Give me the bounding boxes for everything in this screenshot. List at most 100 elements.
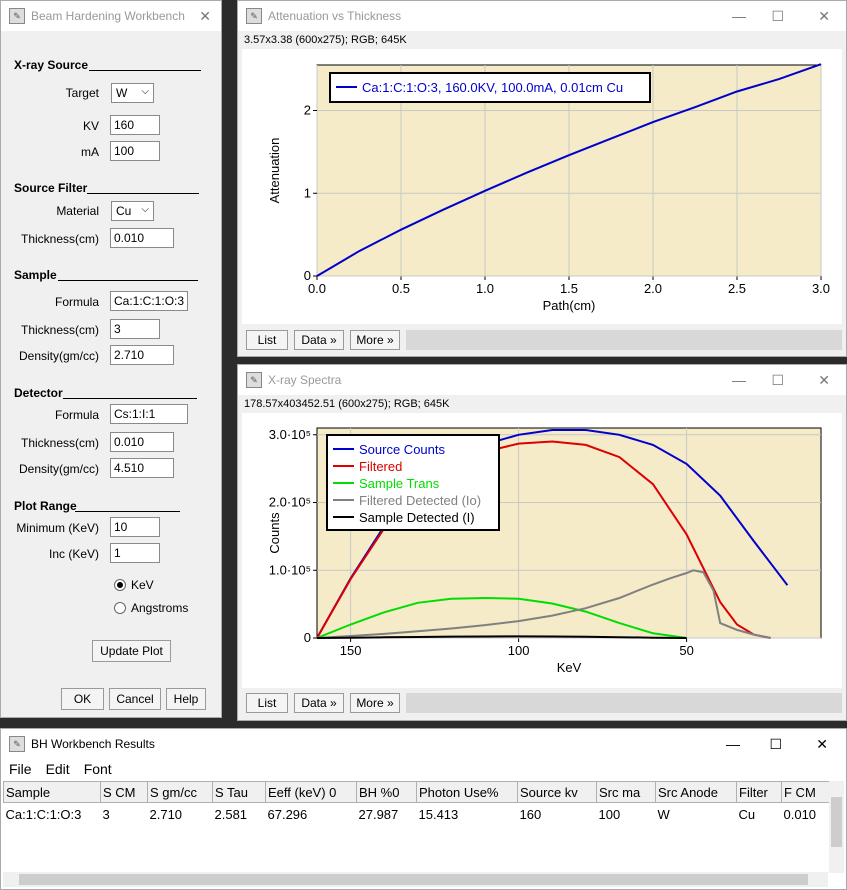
column-header[interactable]: BH %0 (356, 781, 417, 803)
maximize-icon[interactable]: ☐ (769, 736, 782, 752)
table-row[interactable]: Ca:1:C:1:O:3 3 2.710 2.581 67.296 27.987… (3, 802, 835, 825)
sample-heading: Sample (14, 268, 57, 282)
column-header[interactable]: F CM (781, 781, 835, 803)
results-titlebar[interactable]: ✎ BH Workbench Results — ☐ ✕ (1, 729, 846, 759)
maximize-icon[interactable]: ☐ (771, 8, 784, 24)
update-plot-button[interactable]: Update Plot (92, 640, 171, 662)
menu-font[interactable]: Font (83, 761, 112, 777)
x-tick-label: 0.0 (308, 281, 326, 296)
series-line-4 (316, 635, 687, 639)
x-tick-label: 50 (679, 643, 693, 658)
close-icon[interactable]: ✕ (199, 8, 211, 24)
filter-thickness-input[interactable]: 0.010 (110, 228, 174, 248)
target-label: Target (65, 86, 99, 100)
column-header[interactable]: Src ma (596, 781, 656, 803)
chevron-down-icon: ⌵ (141, 86, 149, 97)
y-tick-label: 1 (304, 185, 311, 200)
spectra-button-bar: List Data » More » (242, 690, 842, 716)
column-header[interactable]: Eeff (keV) 0 (265, 781, 357, 803)
x-tick-label: 100 (508, 643, 530, 658)
radio-kev[interactable]: KeV (114, 578, 154, 592)
scroll-thumb[interactable] (19, 874, 808, 885)
x-tick-label: 3.0 (812, 281, 830, 296)
x-axis-label: KeV (557, 660, 582, 675)
attenuation-titlebar[interactable]: ✎ Attenuation vs Thickness — ☐ ✕ (238, 1, 846, 31)
sample-formula-input[interactable]: Ca:1:C:1:O:3 (110, 291, 188, 311)
legend-label: Sample Trans (359, 476, 440, 491)
x-tick-label: 2.5 (728, 281, 746, 296)
list-button[interactable]: List (246, 693, 288, 713)
data-button[interactable]: Data » (294, 330, 344, 350)
chevron-down-icon: ⌵ (141, 204, 149, 215)
workbench-titlebar[interactable]: ✎ Beam Hardening Workbench ✕ (1, 1, 221, 31)
y-tick-label: 2 (304, 103, 311, 118)
app-icon: ✎ (246, 8, 262, 24)
menu-bar: File Edit Font (9, 761, 126, 777)
help-button[interactable]: Help (166, 688, 206, 710)
detector-density-input[interactable]: 4.510 (110, 458, 174, 478)
x-tick-label: 1.5 (560, 281, 578, 296)
column-header[interactable]: Sample (3, 781, 101, 803)
minimize-icon[interactable]: — (726, 736, 740, 752)
sample-formula-label: Formula (54, 295, 99, 309)
menu-edit[interactable]: Edit (45, 761, 70, 777)
target-select[interactable]: W ⌵ (111, 83, 154, 103)
column-header[interactable]: S gm/cc (147, 781, 213, 803)
filter-thickness-label: Thickness(cm) (20, 232, 99, 246)
results-window: ✎ BH Workbench Results — ☐ ✕ File Edit F… (0, 728, 847, 890)
list-button[interactable]: List (246, 330, 288, 350)
plot-range-heading: Plot Range (14, 499, 77, 513)
legend-label: Filtered (359, 459, 402, 474)
cancel-button[interactable]: Cancel (109, 688, 161, 710)
radio-angstroms[interactable]: Angstroms (114, 601, 188, 615)
sample-density-input[interactable]: 2.710 (110, 345, 174, 365)
column-header[interactable]: Photon Use% (416, 781, 518, 803)
close-icon[interactable]: ✕ (818, 372, 830, 388)
menu-file[interactable]: File (9, 761, 32, 777)
column-header[interactable]: Source kv (517, 781, 597, 803)
close-icon[interactable]: ✕ (818, 8, 830, 24)
close-icon[interactable]: ✕ (816, 736, 828, 752)
more-button[interactable]: More » (350, 693, 400, 713)
legend (329, 72, 651, 103)
y-tick-label: 2.0·10⁵ (269, 495, 311, 510)
legend-label: Sample Detected (I) (359, 510, 475, 525)
app-icon: ✎ (246, 372, 262, 388)
material-select[interactable]: Cu ⌵ (111, 201, 154, 221)
sample-thickness-input[interactable]: 3 (110, 319, 160, 339)
scroll-thumb[interactable] (831, 797, 842, 847)
column-header[interactable]: Filter (736, 781, 782, 803)
detector-formula-label: Formula (54, 408, 99, 422)
legend (326, 434, 500, 531)
minimize-icon[interactable]: — (732, 8, 746, 24)
detector-thickness-input[interactable]: 0.010 (110, 432, 174, 452)
legend-label: Source Counts (359, 442, 445, 457)
column-header[interactable]: Src Anode (655, 781, 737, 803)
sample-density-label: Density(gm/cc) (18, 349, 99, 363)
maximize-icon[interactable]: ☐ (771, 372, 784, 388)
kv-input[interactable]: 160 (110, 115, 160, 135)
data-button[interactable]: Data » (294, 693, 344, 713)
column-header[interactable]: S Tau (212, 781, 266, 803)
attenuation-button-bar: List Data » More » (242, 327, 842, 353)
spectra-titlebar[interactable]: ✎ X-ray Spectra — ☐ ✕ (238, 365, 846, 395)
kv-label: KV (82, 119, 99, 133)
more-button[interactable]: More » (350, 330, 400, 350)
sample-thickness-label: Thickness(cm) (20, 323, 99, 337)
ok-button[interactable]: OK (61, 688, 104, 710)
ma-input[interactable]: 100 (110, 141, 160, 161)
inc-kev-input[interactable]: 1 (110, 543, 160, 563)
y-tick-label: 3.0·10⁵ (269, 427, 311, 442)
y-tick-label: 0 (304, 630, 311, 645)
column-header[interactable]: S CM (100, 781, 148, 803)
series-line-0 (316, 63, 822, 277)
results-table: Sample S CM S gm/cc S Tau Eeff (keV) 0 B… (3, 781, 835, 825)
vertical-scrollbar[interactable] (829, 781, 844, 873)
legend-label: Filtered Detected (Io) (359, 493, 481, 508)
detector-formula-input[interactable]: Cs:1:I:1 (110, 404, 188, 424)
horizontal-scrollbar[interactable] (3, 872, 828, 887)
app-icon: ✎ (9, 8, 25, 24)
min-kev-input[interactable]: 10 (110, 517, 160, 537)
minimize-icon[interactable]: — (732, 372, 746, 388)
inc-kev-label: Inc (KeV) (48, 547, 99, 561)
